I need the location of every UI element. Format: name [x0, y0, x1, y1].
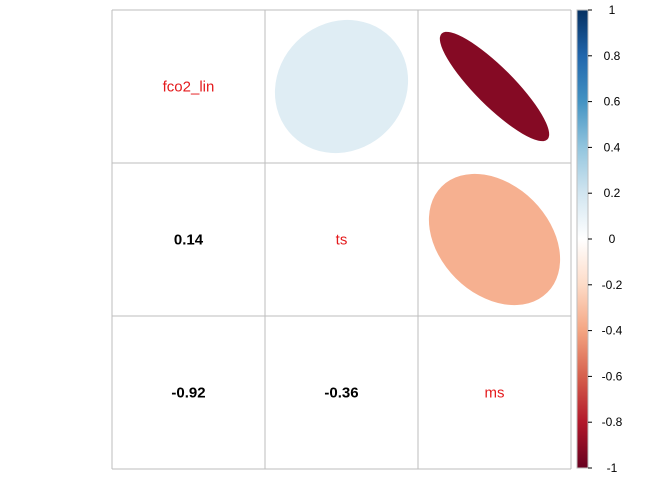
diagonal-label-fco2-lin: fco2_lin: [163, 79, 215, 96]
colorbar-tick-label: -0.2: [602, 278, 623, 292]
colorbar: -1 -0.8 -0.6 -0.4 -0.2 0 0.2 0.4 0.6 0.8 1: [576, 3, 623, 475]
coefficient-label: -0.92: [171, 385, 205, 402]
colorbar-gradient: [576, 9, 589, 469]
colorbar-tick-label: 0.6: [604, 95, 621, 109]
coefficient-label: 0.14: [174, 232, 204, 249]
colorbar-tick-label: -0.4: [602, 324, 623, 338]
colorbar-tick-label: -1: [607, 461, 618, 475]
colorbar-tick-label: 0.4: [604, 140, 621, 154]
diagonal-label-ts: ts: [336, 232, 348, 249]
colorbar-tick-label: -0.6: [602, 369, 623, 383]
coefficient-label: -0.36: [324, 385, 358, 402]
ellipse-fco2-lin-ms: [439, 31, 550, 142]
ellipse-ts-ms: [428, 173, 561, 306]
diagonal-label-ms: ms: [485, 385, 505, 402]
colorbar-tick-label: 0.2: [604, 186, 621, 200]
colorbar-tick-label: -0.8: [602, 415, 623, 429]
matrix-grid: [111, 9, 572, 470]
ellipse-fco2-lin-ts: [274, 19, 409, 154]
colorbar-tick-label: 0: [609, 232, 616, 246]
colorbar-tick-label: 1: [609, 3, 616, 17]
colorbar-tick-label: 0.8: [604, 49, 621, 63]
